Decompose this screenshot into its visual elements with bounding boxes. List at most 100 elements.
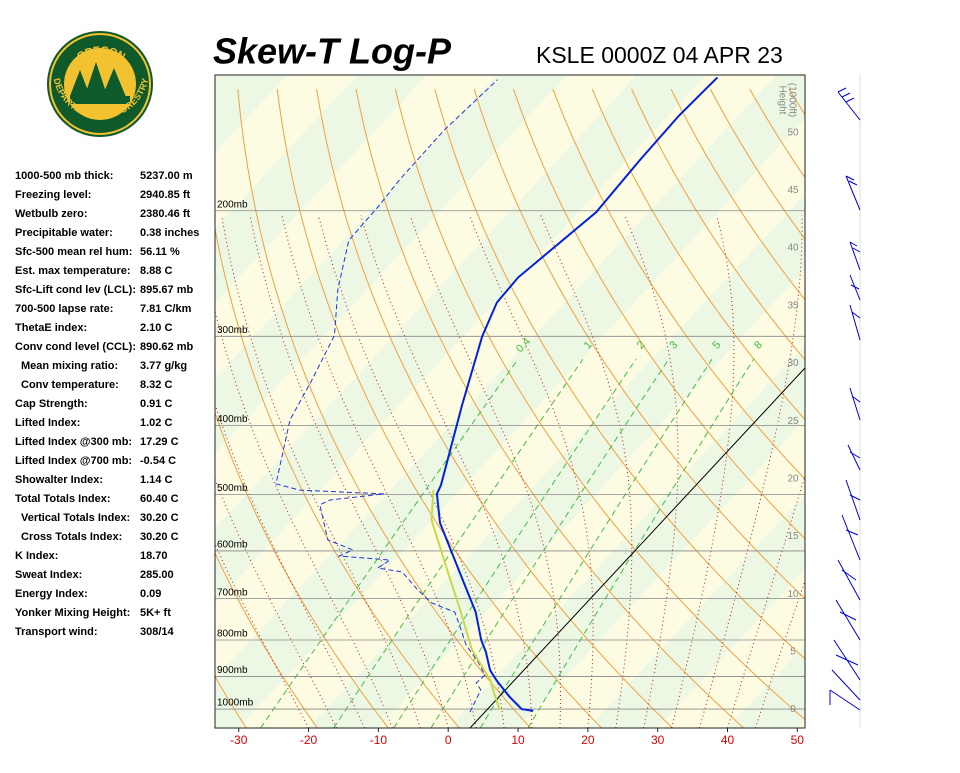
stat-value: 8.88 C	[140, 265, 172, 277]
dry-adiabat	[215, 551, 318, 728]
stat-value: 285.00	[140, 569, 174, 581]
stat-label: Transport wind:	[15, 626, 98, 638]
stat-label: Sweat Index:	[15, 569, 82, 581]
dry-adiabat	[237, 89, 531, 728]
profile-line	[275, 79, 498, 713]
stat-value: 895.67 mb	[140, 284, 193, 296]
stat-value: 1.14 C	[140, 474, 172, 486]
dry-adiabat	[829, 89, 960, 728]
x-tick-label: 50	[791, 733, 805, 747]
y2-tick-label: 20	[787, 473, 799, 484]
isotherm-band	[308, 194, 805, 728]
dry-adiabat	[788, 88, 805, 116]
chart-subtitle: KSLE 0000Z 04 APR 23	[536, 42, 783, 68]
stat-label: Conv temperature:	[21, 379, 119, 391]
y2-tick-label: 40	[787, 243, 799, 254]
y2-tick-label: 45	[787, 185, 799, 196]
moist-adiabat	[215, 542, 310, 728]
x-tick-label: 40	[721, 733, 735, 747]
moist-adiabat	[249, 215, 449, 728]
isotherm-band	[378, 269, 805, 728]
isotherm-band	[587, 494, 805, 728]
isotherm-band	[797, 719, 805, 728]
isotherm-band	[215, 75, 637, 529]
dry-adiabat	[434, 88, 805, 660]
stat-label: 700-500 lapse rate:	[15, 303, 113, 315]
stat-label: Freezing level:	[15, 189, 91, 201]
stat-label: Mean mixing ratio:	[21, 360, 118, 372]
isotherm-band	[727, 644, 805, 728]
dry-adiabat	[215, 226, 460, 728]
y-tick-label: 500mb	[217, 483, 248, 494]
mixing-ratio-line	[260, 358, 519, 728]
moist-adiabat	[469, 215, 594, 728]
stat-value: 2.10 C	[140, 322, 172, 334]
stat-value: 18.70	[140, 550, 168, 562]
dry-adiabat	[355, 88, 744, 728]
stat-value: 56.11 %	[140, 246, 180, 258]
y2-tick-label: 30	[787, 358, 799, 369]
stat-value: 30.20 C	[140, 512, 179, 524]
moist-adiabat	[221, 215, 421, 728]
y-tick-label: 900mb	[217, 665, 248, 676]
stat-value: 7.81 C/km	[140, 303, 192, 315]
stat-label: Lifted Index @700 mb:	[15, 455, 132, 467]
profile-line	[430, 490, 501, 711]
stat-value: 30.20 C	[140, 531, 179, 543]
y-tick-label: 700mb	[217, 587, 248, 598]
wind-barbs	[829, 75, 861, 728]
stat-value: 890.62 mb	[140, 341, 193, 353]
logo-top-text: OREGON	[75, 45, 127, 64]
plot	[275, 76, 805, 728]
y-tick-label: 600mb	[217, 540, 248, 551]
stat-label: Total Totals Index:	[15, 493, 111, 505]
dry-adiabat	[316, 88, 673, 728]
stat-label: Sfc-Lift cond lev (LCL):	[15, 284, 136, 296]
dry-adiabat	[591, 88, 805, 421]
stat-value: 5237.00 m	[140, 170, 193, 182]
mixing-ratio-line	[333, 358, 584, 728]
y-tick-label: 1000mb	[217, 698, 254, 709]
stat-label: Cross Totals Index:	[21, 531, 122, 543]
stat-label: Est. max temperature:	[15, 265, 131, 277]
profile-line	[435, 76, 719, 712]
stat-value: -0.54 C	[140, 455, 176, 467]
stats: 1000-500 mb thick: 5237.00 m Freezing leve…	[15, 170, 199, 638]
stat-value: 1.02 C	[140, 417, 172, 429]
stat-value: 8.32 C	[140, 379, 172, 391]
reference-line	[469, 367, 805, 728]
logo-trees	[70, 62, 126, 98]
dry-adiabat	[552, 88, 805, 480]
x-tick-label: -30	[230, 733, 248, 747]
dry-adiabat	[868, 89, 960, 728]
moist-adiabat	[360, 215, 533, 728]
x-tick-label: 0	[445, 733, 452, 747]
stat-label: Cap Strength:	[15, 398, 88, 410]
dry-adiabat	[947, 89, 960, 728]
moist-adiabat	[281, 215, 477, 728]
y2-tick-label: 15	[787, 531, 799, 542]
mixing-ratio-line	[430, 358, 670, 728]
stat-label: Sfc-500 mean rel hum:	[15, 246, 132, 258]
stat-label: 1000-500 mb thick:	[15, 170, 113, 182]
plot-background	[215, 75, 960, 728]
stat-value: 2380.46 ft	[140, 208, 190, 220]
stat-value: 60.40 C	[140, 493, 179, 505]
y-tick-label: 800mb	[217, 629, 248, 640]
x-tick-label: 30	[651, 733, 665, 747]
dry-adiabat	[513, 88, 805, 540]
y2-tick-label: 10	[787, 589, 799, 600]
moist-adiabat	[671, 215, 735, 728]
logo-ground	[70, 96, 130, 104]
plot-frame	[214, 74, 806, 729]
stat-value: 17.29 C	[140, 436, 179, 448]
isotherm-band	[238, 119, 805, 728]
stat-value: 0.91 C	[140, 398, 172, 410]
dry-adiabat	[276, 89, 602, 728]
x-tick-label: -10	[370, 733, 388, 747]
stat-label: Yonker Mixing Height:	[15, 607, 130, 619]
isotherm-band	[215, 75, 805, 728]
moist-adiabat	[317, 215, 505, 728]
dry-adiabat	[631, 88, 805, 361]
